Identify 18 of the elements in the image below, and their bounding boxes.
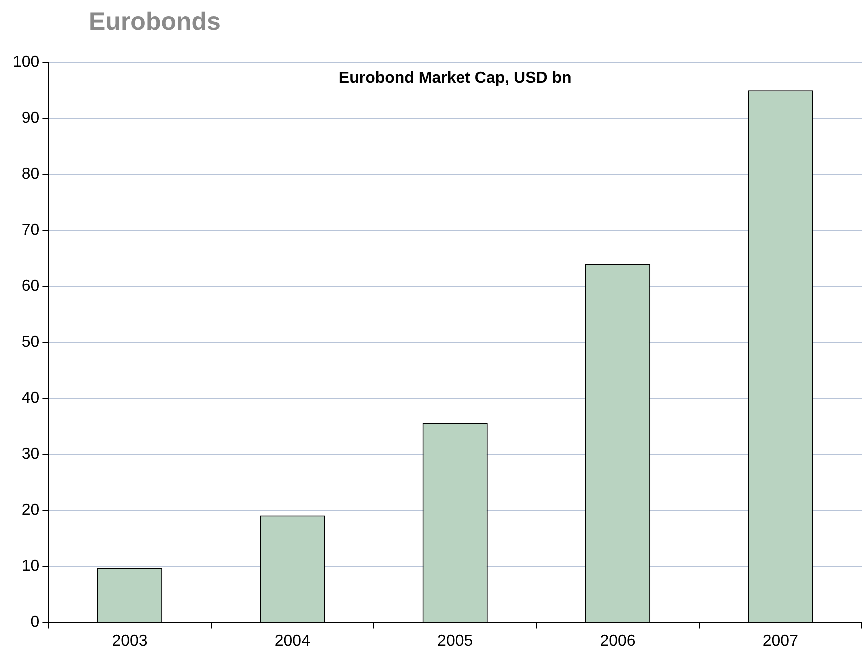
y-tick-label: 60 — [22, 278, 40, 296]
y-tick-label: 100 — [12, 54, 40, 72]
y-tick-label: 70 — [22, 222, 40, 240]
x-tick-label: 2004 — [274, 632, 311, 650]
y-tick-label: 10 — [22, 558, 40, 576]
y-tick-label: 80 — [22, 166, 40, 184]
y-tick-label: 0 — [30, 614, 40, 632]
y-tick-label: 20 — [22, 502, 40, 520]
x-tick-label: 2003 — [112, 632, 148, 650]
text: Eurobond Market Cap, USD bn — [338, 70, 572, 88]
x-tick-label: 2007 — [762, 632, 799, 650]
chart-title: Eurobonds — [89, 8, 221, 37]
y-tick-label: 90 — [22, 110, 40, 128]
x-tick-label: 2006 — [600, 632, 636, 650]
y-tick-label: 40 — [22, 390, 40, 408]
x-tick-label: 2005 — [438, 632, 474, 650]
y-tick-label: 30 — [22, 446, 40, 464]
y-tick-label: 50 — [22, 334, 40, 352]
